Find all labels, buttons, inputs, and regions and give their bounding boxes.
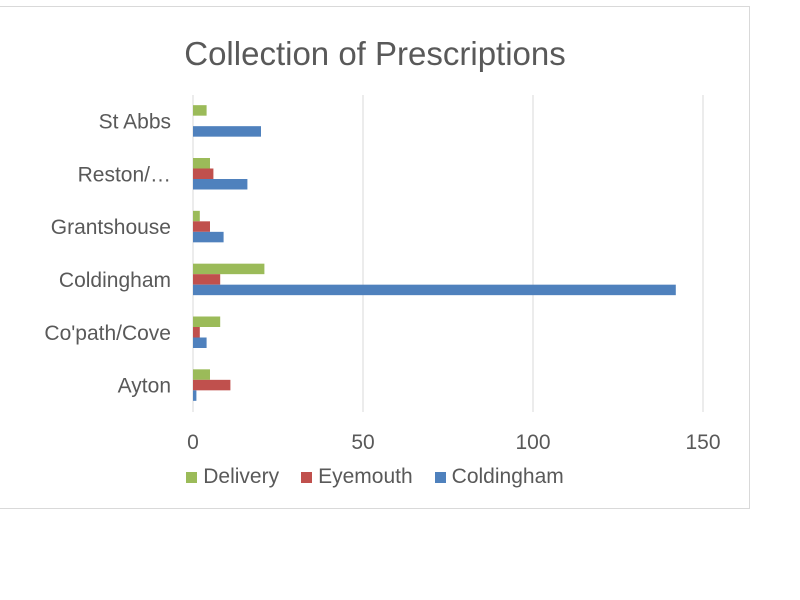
category-label: Ayton bbox=[118, 375, 171, 398]
legend-item: Delivery bbox=[186, 465, 279, 489]
category-label: Coldingham bbox=[59, 269, 171, 292]
chart-frame: Collection of Prescriptions 0 50 100 150 St … bbox=[0, 6, 750, 509]
legend-label: Eyemouth bbox=[318, 465, 413, 488]
legend-swatch bbox=[186, 471, 198, 483]
bar-delivery bbox=[193, 263, 265, 275]
legend-swatch bbox=[434, 471, 446, 483]
bar-coldingham bbox=[193, 337, 207, 348]
x-tick-label: 150 bbox=[685, 431, 720, 454]
legend-swatch bbox=[301, 471, 313, 483]
chart-title: Collection of Prescriptions bbox=[184, 35, 566, 72]
bar-delivery bbox=[193, 210, 200, 222]
category-label: Co'path/Cove bbox=[44, 322, 171, 345]
bar-delivery bbox=[193, 316, 221, 327]
bar-coldingham bbox=[193, 179, 248, 190]
bar-eyemouth bbox=[193, 168, 214, 179]
bar-delivery bbox=[193, 105, 207, 116]
bar-eyemouth bbox=[193, 327, 200, 338]
category-label: Grantshouse bbox=[51, 216, 171, 239]
bar-coldingham bbox=[193, 284, 676, 296]
x-tick-label: 50 bbox=[351, 431, 374, 454]
bar-coldingham bbox=[193, 231, 224, 243]
bar-plot: 0 50 100 150 St Abbs Reston/… Grantshouse Coldi… bbox=[44, 95, 721, 454]
bar-coldingham bbox=[193, 126, 261, 137]
bar-eyemouth bbox=[193, 274, 221, 285]
legend-item: Coldingham bbox=[434, 465, 564, 489]
legend-item: Eyemouth bbox=[301, 465, 413, 489]
legend-label: Coldingham bbox=[451, 465, 564, 488]
bar-eyemouth bbox=[193, 379, 231, 391]
x-tick-label: 0 bbox=[187, 431, 199, 454]
category-label: St Abbs bbox=[99, 110, 171, 133]
bar-delivery bbox=[193, 369, 210, 380]
legend: Delivery Eyemouth Coldingham bbox=[0, 465, 750, 489]
legend-label: Delivery bbox=[203, 465, 280, 488]
x-tick-label: 100 bbox=[515, 431, 550, 454]
category-label: Reston/… bbox=[78, 163, 171, 186]
bar-eyemouth bbox=[193, 221, 210, 232]
bar-coldingham bbox=[193, 390, 197, 401]
bar-delivery bbox=[193, 158, 210, 169]
